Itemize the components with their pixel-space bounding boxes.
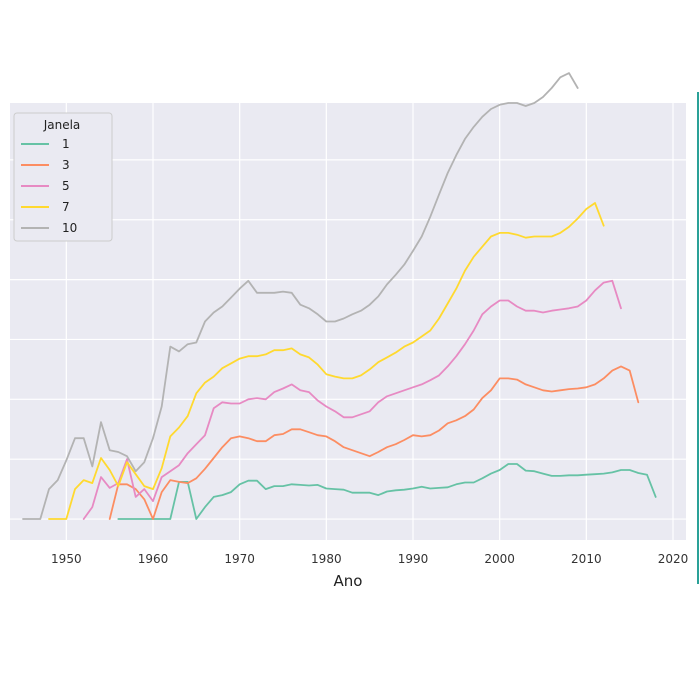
legend: Janela 1 3 5 7 10 <box>13 112 113 242</box>
x-tick-labels: 1950 1960 1970 1980 1990 2000 2010 2020 <box>51 552 688 566</box>
x-tick-label: 2010 <box>571 552 602 566</box>
x-tick-label: 2020 <box>658 552 689 566</box>
plot-background <box>10 103 686 540</box>
legend-label-3: 3 <box>62 158 70 172</box>
legend-label-5: 5 <box>62 179 70 193</box>
grid-lines <box>10 103 686 540</box>
series-lines <box>22 72 657 520</box>
x-tick-label: 1970 <box>224 552 255 566</box>
series-line-3 <box>108 365 640 520</box>
series-line-10 <box>22 72 579 520</box>
legend-title: Janela <box>43 118 81 132</box>
x-tick-label: 1980 <box>311 552 342 566</box>
legend-label-1: 1 <box>62 137 70 151</box>
legend-label-10: 10 <box>62 221 77 235</box>
right-edge-line <box>697 92 699 584</box>
x-tick-label: 1960 <box>138 552 169 566</box>
series-line-7 <box>48 202 605 520</box>
x-axis-label: Ano <box>334 572 363 590</box>
x-tick-label: 1990 <box>398 552 429 566</box>
x-tick-label: 1950 <box>51 552 82 566</box>
x-tick-label: 2000 <box>484 552 515 566</box>
legend-items: 1 3 5 7 10 <box>21 137 77 235</box>
series-line-5 <box>82 279 622 520</box>
legend-label-7: 7 <box>62 200 70 214</box>
series-line-1 <box>117 463 657 520</box>
